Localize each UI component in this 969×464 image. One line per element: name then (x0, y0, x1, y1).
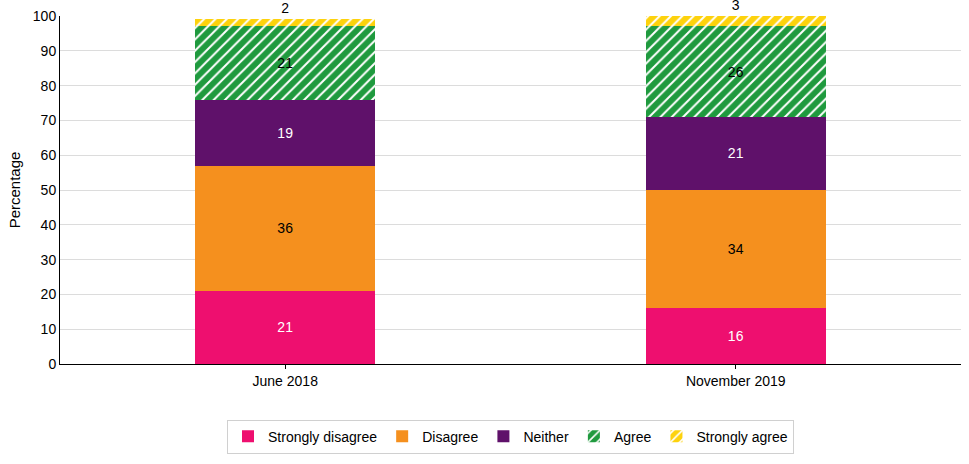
svg-text:Agree: Agree (614, 429, 652, 445)
svg-text:Strongly disagree: Strongly disagree (268, 429, 377, 445)
svg-text:40: 40 (41, 217, 57, 233)
svg-text:20: 20 (41, 286, 57, 302)
svg-text:21: 21 (728, 145, 744, 161)
svg-text:June 2018: June 2018 (253, 373, 319, 389)
svg-text:0: 0 (48, 356, 56, 372)
svg-text:Strongly agree: Strongly agree (696, 429, 787, 445)
svg-text:90: 90 (41, 43, 57, 59)
svg-text:19: 19 (277, 125, 293, 141)
svg-text:November 2019: November 2019 (686, 373, 786, 389)
svg-text:34: 34 (728, 241, 744, 257)
svg-text:21: 21 (277, 319, 293, 335)
svg-text:3: 3 (732, 0, 740, 13)
svg-text:Neither: Neither (523, 429, 568, 445)
svg-text:26: 26 (728, 64, 744, 80)
svg-text:100: 100 (33, 8, 57, 24)
svg-text:70: 70 (41, 112, 57, 128)
svg-text:16: 16 (728, 328, 744, 344)
svg-text:21: 21 (277, 55, 293, 71)
svg-text:10: 10 (41, 321, 57, 337)
svg-text:80: 80 (41, 78, 57, 94)
svg-text:Disagree: Disagree (422, 429, 478, 445)
svg-text:30: 30 (41, 252, 57, 268)
svg-text:Percentage: Percentage (6, 152, 23, 229)
svg-text:2: 2 (281, 0, 289, 16)
svg-text:36: 36 (277, 220, 293, 236)
svg-text:50: 50 (41, 182, 57, 198)
svg-text:60: 60 (41, 147, 57, 163)
